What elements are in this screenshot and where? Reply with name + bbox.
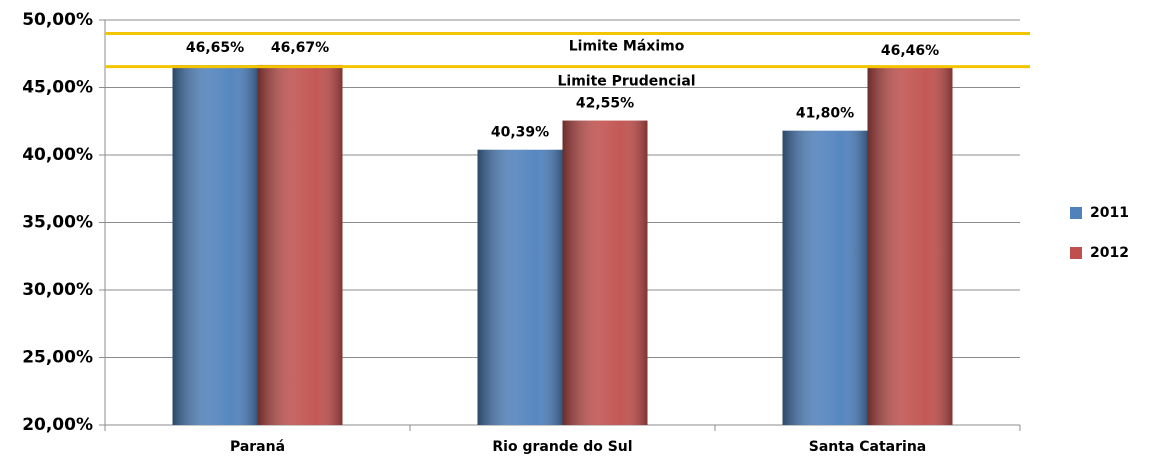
- value-label: 46,65%: [186, 40, 244, 56]
- bar-shade: [867, 67, 953, 425]
- legend-swatch: [1070, 247, 1082, 259]
- y-tick-label: 40,00%: [22, 145, 93, 165]
- bar-shade: [782, 130, 868, 425]
- value-label: 40,39%: [491, 125, 549, 141]
- value-label: 46,46%: [881, 43, 939, 59]
- y-tick-label: 30,00%: [22, 280, 93, 300]
- bar-shade: [477, 149, 563, 426]
- legend-label: 2011: [1090, 205, 1129, 221]
- value-label: 41,80%: [796, 106, 854, 122]
- y-tick-label: 35,00%: [22, 213, 93, 233]
- y-tick-label: 45,00%: [22, 78, 93, 98]
- x-tick-label: Santa Catarina: [809, 439, 927, 455]
- x-tick-label: Rio grande do Sul: [492, 439, 632, 455]
- reference-label: Limite Máximo: [569, 39, 685, 55]
- value-label: 46,67%: [271, 40, 329, 56]
- y-tick-label: 50,00%: [22, 10, 93, 30]
- legend-label: 2012: [1090, 245, 1129, 261]
- value-label: 42,55%: [576, 96, 634, 112]
- y-tick-label: 20,00%: [22, 415, 93, 435]
- legend-swatch: [1070, 207, 1082, 219]
- y-tick-label: 25,00%: [22, 348, 93, 368]
- bar-shade: [562, 120, 648, 425]
- reference-label: Limite Prudencial: [557, 74, 695, 90]
- bar-shade: [257, 64, 343, 425]
- x-tick-label: Paraná: [230, 439, 285, 455]
- bar-shade: [172, 65, 258, 425]
